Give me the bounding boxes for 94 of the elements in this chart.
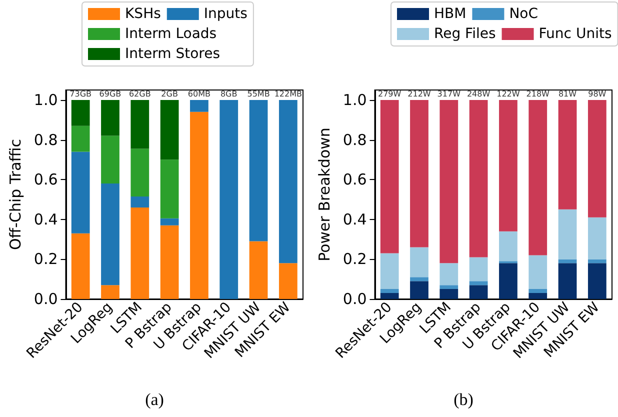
bar — [558, 100, 577, 210]
bar — [130, 196, 150, 208]
bar — [160, 218, 179, 226]
y-tick-label: 0.8 — [34, 130, 58, 149]
y-axis-title: Power Breakdown — [316, 128, 334, 262]
legend-label: Interm Loads — [125, 26, 217, 42]
bar — [440, 285, 458, 290]
y-axis-title: Off-Chip Traffic — [6, 138, 24, 250]
annotation: 122MB — [274, 89, 302, 98]
y-tick-label: 0.6 — [34, 170, 58, 189]
bar — [249, 241, 268, 299]
legend-label: HBM — [434, 6, 466, 22]
y-tick-label: 0.8 — [342, 130, 367, 149]
annotation: 98W — [588, 89, 606, 98]
bar — [380, 253, 399, 290]
bar — [190, 112, 208, 299]
bar — [499, 231, 518, 262]
annotation: 8GB — [220, 89, 238, 98]
bar — [469, 257, 488, 282]
y-tick-label: 0.4 — [34, 210, 58, 228]
bar — [469, 281, 488, 286]
bar — [380, 100, 399, 254]
y-tick-label: 1.0 — [342, 90, 367, 109]
annotation: 69GB — [99, 89, 122, 98]
bar — [558, 259, 577, 264]
legend-label: Func Units — [538, 26, 612, 42]
bar — [558, 209, 577, 260]
annotation: 212W — [408, 89, 431, 98]
annotation: 62GB — [128, 89, 151, 98]
bar — [130, 100, 150, 149]
bar — [380, 289, 399, 294]
y-tick-label: 0.6 — [342, 170, 367, 189]
bar — [190, 100, 208, 112]
bar — [101, 100, 120, 136]
bar — [528, 293, 548, 299]
bar — [130, 148, 150, 196]
bar — [71, 233, 90, 299]
bar — [160, 100, 179, 160]
bar — [440, 263, 458, 286]
bar — [71, 126, 90, 152]
bar — [410, 247, 428, 278]
bar — [220, 100, 238, 299]
bar — [160, 160, 179, 218]
legend-label: NoC — [509, 6, 538, 22]
bar — [101, 136, 120, 184]
text: (b) — [454, 390, 474, 409]
annotation: 2GB — [161, 89, 178, 98]
legend-label: Interm Stores — [125, 46, 220, 62]
bar — [469, 285, 488, 299]
bar — [249, 100, 268, 242]
bar — [469, 100, 488, 258]
bar — [410, 277, 428, 282]
annotation: 55MB — [247, 89, 270, 98]
bar — [101, 285, 120, 299]
bar — [440, 100, 458, 264]
y-tick-label: 0.0 — [342, 290, 367, 308]
annotation: 317W — [437, 89, 461, 98]
bar — [160, 225, 179, 299]
bar — [71, 152, 90, 234]
legend-label: KSHs — [125, 6, 161, 22]
legend-label: Inputs — [204, 6, 248, 22]
annotation: 122W — [496, 89, 520, 98]
bar — [588, 259, 606, 264]
y-tick-label: 0.4 — [342, 210, 367, 228]
legend-label: Reg Files — [434, 26, 496, 42]
bar — [440, 289, 458, 299]
bar — [499, 263, 518, 299]
bar — [588, 217, 606, 260]
bar — [528, 100, 548, 256]
bar — [588, 263, 606, 299]
y-tick-label: 0.2 — [342, 250, 367, 268]
annotation: 248W — [466, 89, 490, 98]
bar — [528, 289, 548, 294]
bar — [588, 100, 606, 218]
annotation: 81W — [558, 89, 577, 98]
bar — [410, 100, 428, 248]
y-tick-label: 0.0 — [34, 290, 58, 308]
bar — [558, 263, 577, 299]
annotation: 73GB — [70, 89, 92, 98]
y-tick-label: 1.0 — [34, 90, 58, 109]
bar — [499, 100, 518, 232]
y-tick-label: 0.2 — [34, 250, 58, 268]
bar — [410, 281, 428, 299]
bar — [278, 100, 298, 264]
bar — [380, 293, 399, 299]
annotation: 279W — [378, 89, 402, 98]
bar — [101, 184, 120, 286]
bar — [71, 100, 90, 126]
annotation: 60MB — [188, 89, 210, 98]
bar — [528, 255, 548, 290]
annotation: 218W — [526, 89, 550, 98]
bar — [130, 207, 150, 299]
bar — [278, 263, 298, 299]
text: (a) — [145, 390, 164, 409]
